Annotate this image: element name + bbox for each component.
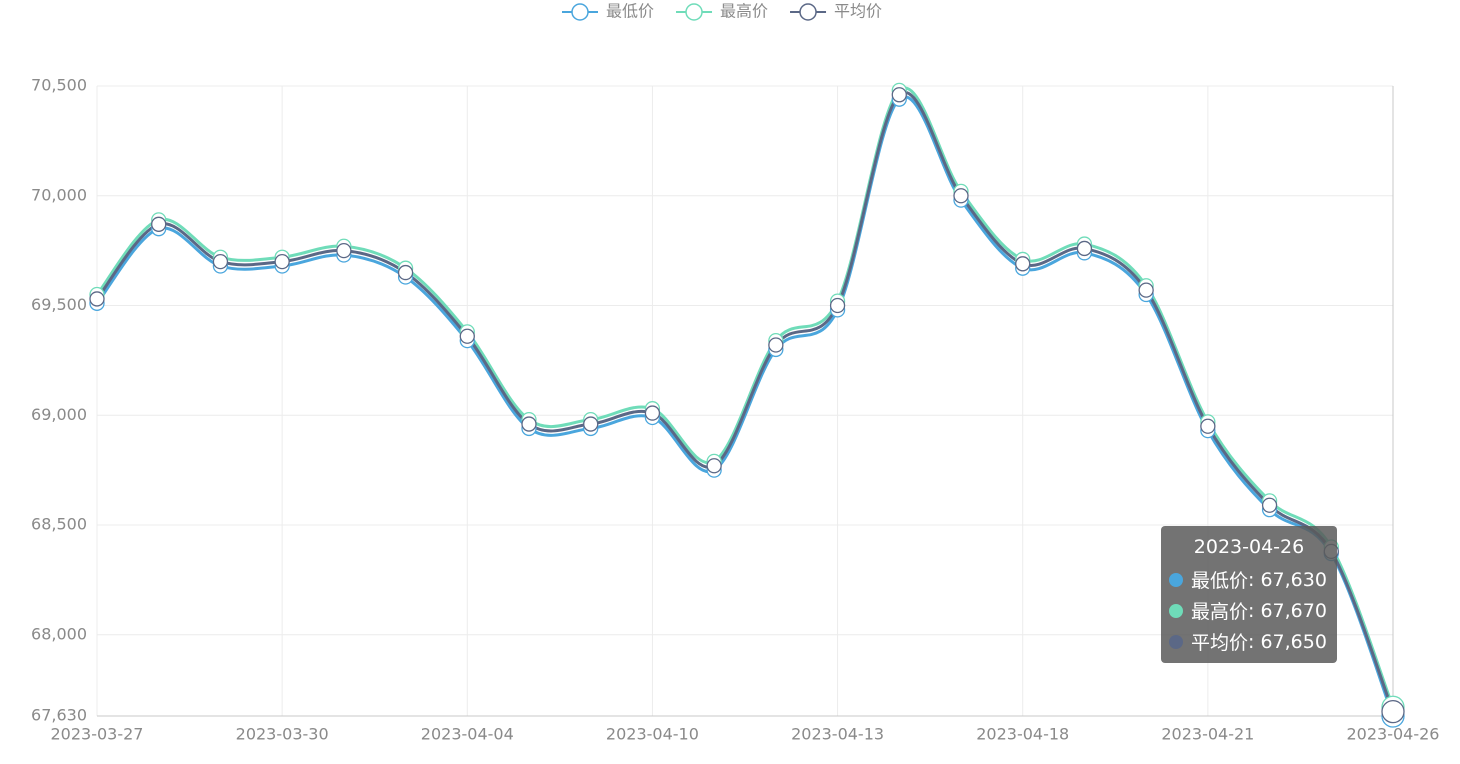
y-tick-label: 67,630: [31, 706, 87, 725]
tooltip-dot: [1169, 572, 1183, 587]
data-point: [397, 264, 414, 281]
data-point: [706, 458, 722, 474]
legend-marker: [799, 3, 817, 21]
data-point: [151, 216, 167, 232]
data-point: [768, 337, 784, 353]
data-point: [212, 253, 229, 270]
data-point: [336, 242, 352, 259]
x-tick-label: 2023-04-04: [421, 725, 514, 744]
y-tick-label: 69,500: [31, 295, 87, 314]
data-point: [829, 297, 846, 314]
legend-label: 平均价: [834, 2, 882, 21]
data-point: [1261, 497, 1278, 513]
x-tick-label: 2023-04-18: [976, 725, 1069, 744]
y-tick-label: 68,000: [31, 624, 87, 643]
data-point: [1138, 282, 1154, 298]
tooltip-sep: :: [1248, 630, 1261, 653]
tooltip-title: 2023-04-26: [1193, 536, 1305, 558]
legend-marker: [685, 3, 703, 21]
data-point: [1076, 240, 1093, 257]
data-point: [891, 87, 907, 103]
legend-label: 最高价: [720, 2, 768, 21]
tooltip-name: 最高价: [1191, 601, 1249, 623]
y-tick-label: 69,000: [31, 405, 87, 424]
x-tick-label: 2023-04-26: [1347, 725, 1440, 744]
tooltip-sep: :: [1248, 599, 1261, 622]
x-tick-label: 2023-04-10: [606, 725, 699, 744]
legend-item[interactable]: 最低价: [562, 2, 654, 21]
data-point: [274, 253, 290, 270]
legend-marker: [571, 3, 589, 21]
data-point: [89, 291, 105, 307]
tooltip-row: 最低价: 67,630: [1169, 564, 1329, 595]
data-point: [521, 416, 537, 432]
y-tick-label: 70,000: [31, 185, 87, 204]
data-point: [1015, 256, 1031, 272]
data-point: [1200, 418, 1216, 434]
data-point: [644, 405, 661, 421]
x-tick-label: 2023-03-27: [51, 725, 144, 744]
data-point: [459, 328, 475, 344]
y-tick-label: 70,500: [31, 76, 87, 95]
legend-label: 最低价: [606, 2, 654, 21]
tooltip-dot: [1169, 634, 1183, 649]
tooltip-row: 最高价: 67,670: [1169, 595, 1329, 626]
legend-item[interactable]: 最高价: [676, 2, 768, 21]
tooltip-row: 平均价: 67,650: [1169, 626, 1329, 657]
data-point: [583, 416, 599, 432]
tooltip-name: 平均价: [1191, 632, 1249, 654]
tooltip: 2023-04-26 最低价: 67,630 最高价: 67,670 平均价: 67,…: [1161, 526, 1337, 663]
legend-item[interactable]: 平均价: [790, 2, 882, 21]
tooltip-dot: [1169, 603, 1183, 618]
tooltip-name: 最低价: [1191, 570, 1249, 592]
data-point: [953, 188, 969, 204]
tooltip-value: 67,630: [1260, 568, 1327, 591]
tooltip-value: 67,670: [1260, 599, 1327, 622]
y-tick-label: 68,500: [31, 515, 87, 534]
tooltip-sep: :: [1248, 568, 1261, 591]
x-tick-label: 2023-04-13: [791, 725, 884, 744]
data-point: [1381, 699, 1405, 724]
x-tick-label: 2023-04-21: [1161, 725, 1254, 744]
x-tick-label: 2023-03-30: [236, 725, 329, 744]
tooltip-value: 67,650: [1260, 630, 1327, 653]
